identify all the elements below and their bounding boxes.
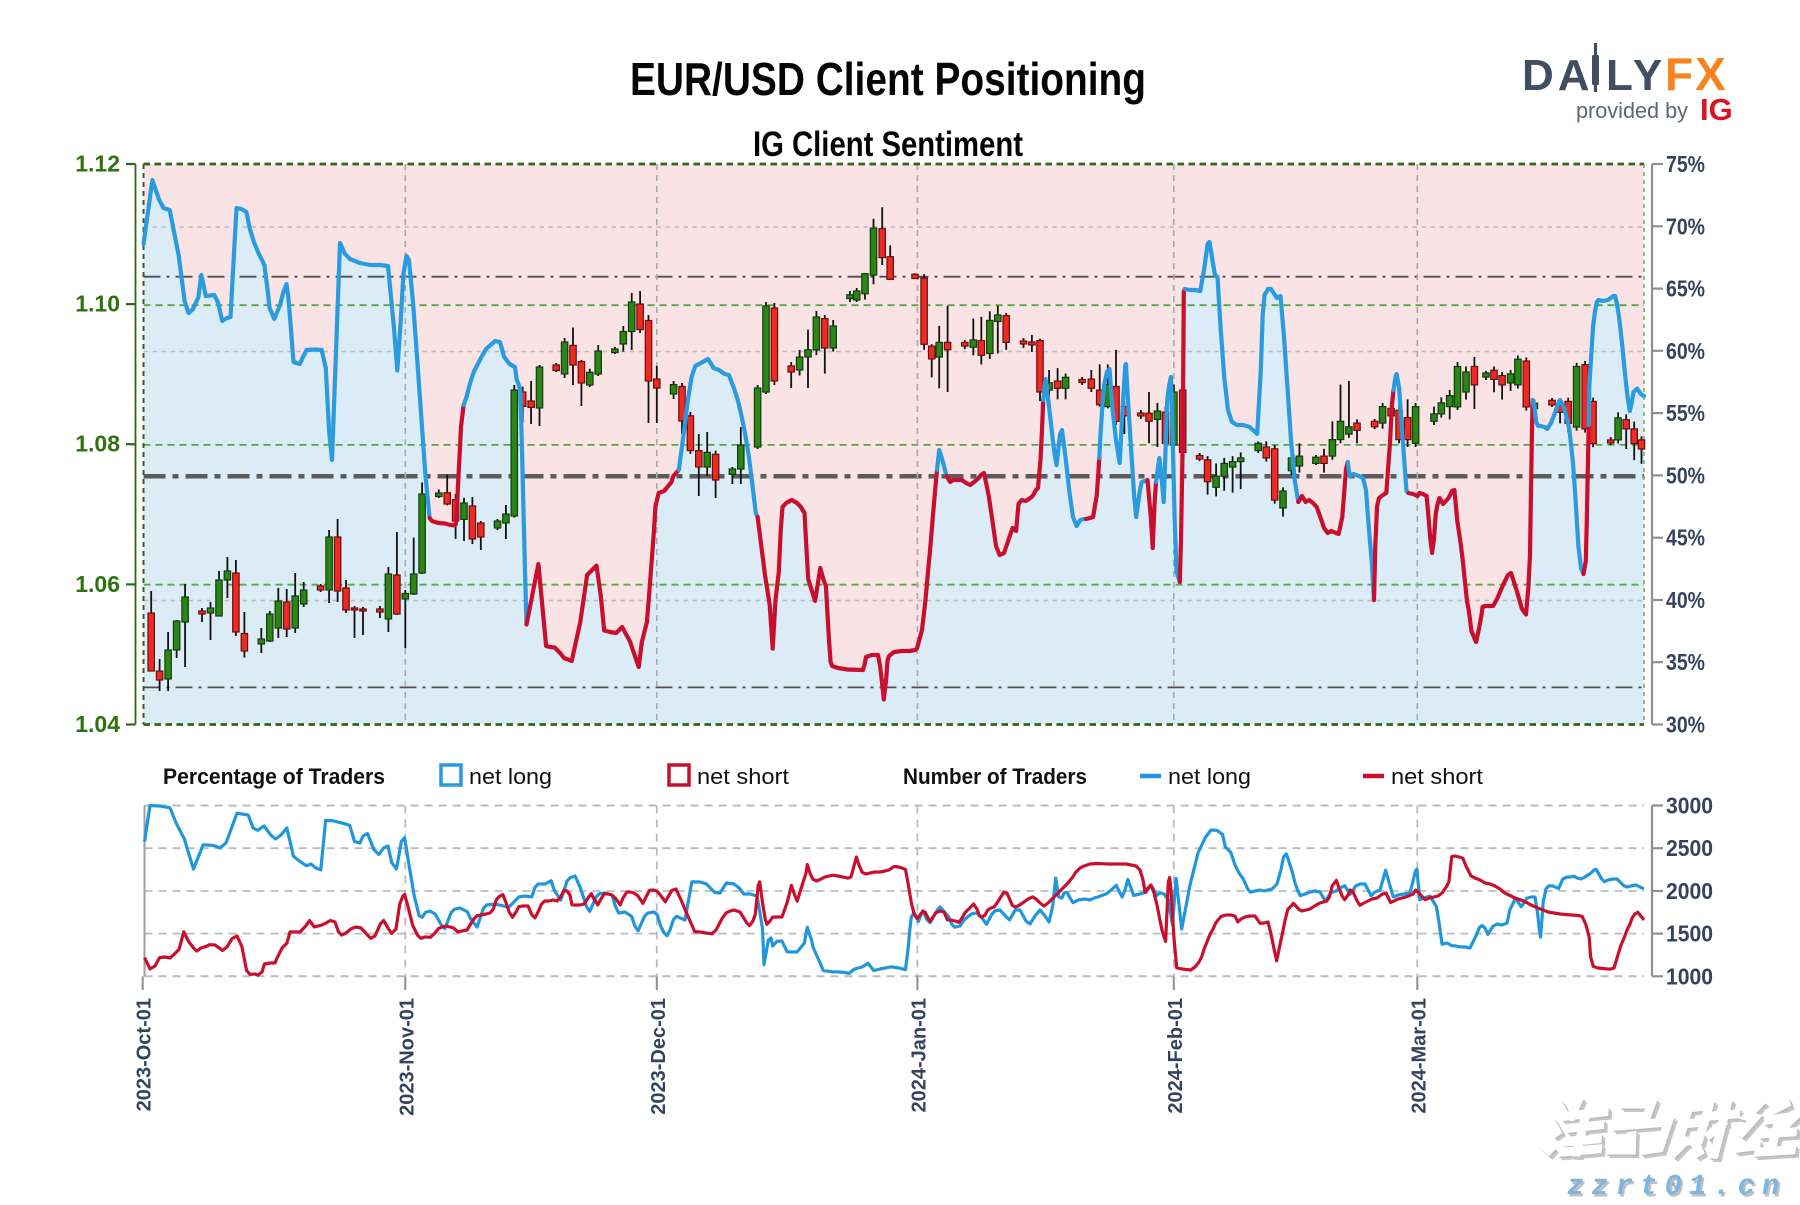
svg-text:1000: 1000 [1666,963,1713,989]
svg-text:3000: 3000 [1666,793,1713,819]
svg-text:45%: 45% [1666,525,1705,551]
svg-text:70%: 70% [1666,213,1705,239]
svg-text:1500: 1500 [1666,921,1713,947]
svg-text:IG: IG [1700,92,1733,127]
svg-text:zzrt01.cn: zzrt01.cn [1564,1170,1789,1200]
svg-text:2024-Mar-01: 2024-Mar-01 [1408,998,1430,1114]
svg-text:net long: net long [1168,764,1251,789]
svg-text:1.10: 1.10 [75,291,120,317]
svg-text:40%: 40% [1666,587,1705,613]
svg-text:net long: net long [469,764,552,789]
svg-text:FX: FX [1665,48,1728,100]
svg-text:75%: 75% [1666,151,1705,177]
svg-text:provided by: provided by [1576,98,1688,123]
svg-text:IG Client Sentiment: IG Client Sentiment [753,125,1023,164]
svg-text:EUR/USD Client Positioning: EUR/USD Client Positioning [630,53,1146,105]
svg-text:50%: 50% [1666,462,1705,488]
svg-text:DA: DA [1522,51,1594,100]
svg-text:2023-Dec-01: 2023-Dec-01 [648,998,670,1115]
svg-text:net short: net short [697,764,789,789]
svg-text:60%: 60% [1666,338,1705,364]
svg-text:2023-Nov-01: 2023-Nov-01 [396,998,418,1116]
svg-text:1.04: 1.04 [75,711,120,737]
svg-text:1.12: 1.12 [75,151,120,177]
svg-text:30%: 30% [1666,712,1705,738]
svg-text:2024-Jan-01: 2024-Jan-01 [908,998,930,1113]
svg-text:LY: LY [1606,51,1666,100]
svg-text:2500: 2500 [1666,835,1713,861]
svg-text:Number of Traders: Number of Traders [903,764,1087,789]
svg-text:2023-Oct-01: 2023-Oct-01 [134,998,156,1111]
svg-text:1.08: 1.08 [75,431,120,457]
svg-text:2000: 2000 [1666,878,1713,904]
svg-text:Percentage of Traders: Percentage of Traders [163,764,385,789]
svg-text:2024-Feb-01: 2024-Feb-01 [1165,998,1187,1114]
svg-text:1.06: 1.06 [75,571,120,597]
svg-text:35%: 35% [1666,649,1705,675]
svg-text:65%: 65% [1666,276,1705,302]
svg-text:55%: 55% [1666,400,1705,426]
svg-text:net short: net short [1391,764,1483,789]
